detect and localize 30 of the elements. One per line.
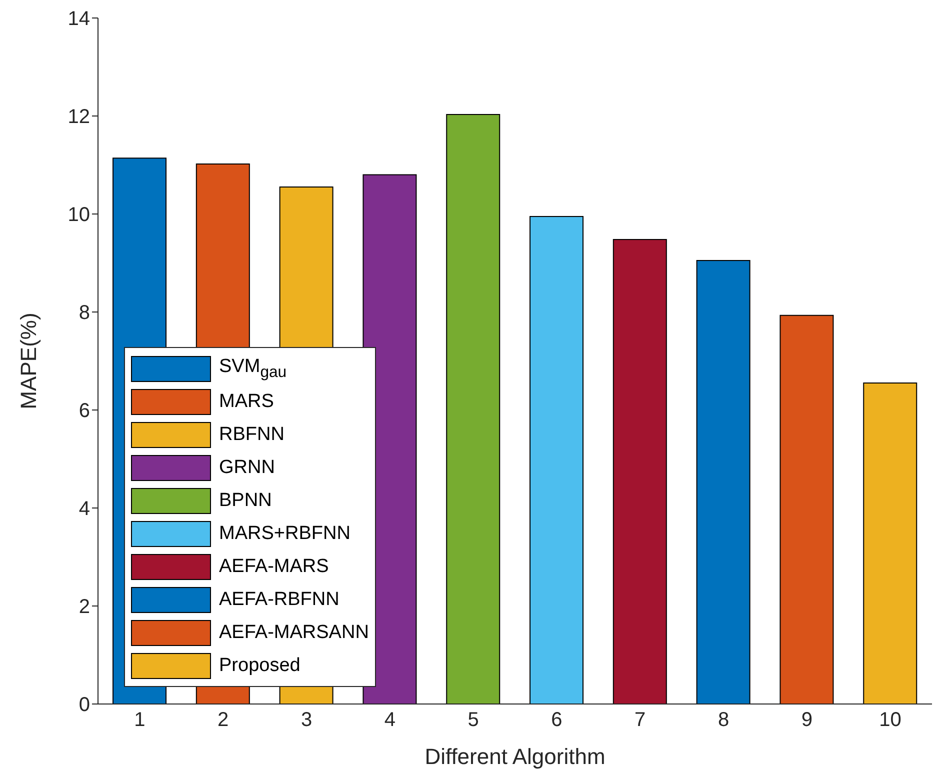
x-tick-label: 8 [718, 709, 730, 732]
legend-label: AEFA-MARS [219, 556, 329, 578]
legend-label: MARS [219, 390, 274, 412]
legend-label: AEFA-MARSANN [219, 622, 369, 644]
legend-label: AEFA-RBFNN [219, 588, 340, 610]
y-tick-label: 12 [68, 106, 90, 128]
x-tick-label: 5 [468, 709, 479, 732]
y-tick-label: 2 [78, 596, 90, 618]
y-tick-label: 10 [68, 204, 90, 226]
y-tick-label: 0 [78, 694, 90, 716]
x-tick-label: 9 [801, 709, 812, 732]
legend-label: BPNN [219, 490, 272, 512]
y-tick-label: 8 [78, 302, 90, 324]
x-tick-label: 7 [634, 709, 646, 732]
y-axis-title: MAPE(%) [16, 312, 41, 410]
x-axis-title: Different Algorithm [424, 744, 606, 769]
x-tick-label: 10 [879, 709, 902, 732]
y-tick-label: 6 [78, 400, 90, 422]
x-tick-label: 1 [134, 709, 146, 732]
x-tick-label: 6 [551, 709, 562, 732]
x-tick-label: 4 [384, 709, 396, 732]
legend-label: RBFNN [219, 424, 284, 446]
x-tick-label: 2 [218, 709, 229, 732]
legend-label: GRNN [219, 456, 275, 478]
legend-label: SVM$_{gau}$ [219, 356, 287, 382]
y-tick-label: 4 [78, 498, 90, 520]
y-tick-label: 14 [68, 8, 90, 30]
legend-label: Proposed [219, 654, 300, 676]
x-tick-label: 3 [300, 709, 312, 732]
legend-label: MARS+RBFNN [219, 522, 350, 544]
